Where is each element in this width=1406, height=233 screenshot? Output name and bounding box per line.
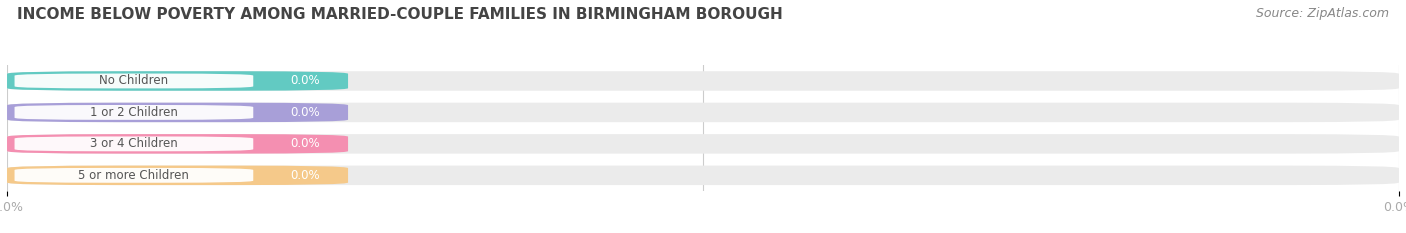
FancyBboxPatch shape [7, 103, 1399, 122]
FancyBboxPatch shape [7, 134, 1399, 154]
Text: INCOME BELOW POVERTY AMONG MARRIED-COUPLE FAMILIES IN BIRMINGHAM BOROUGH: INCOME BELOW POVERTY AMONG MARRIED-COUPL… [17, 7, 783, 22]
Text: 3 or 4 Children: 3 or 4 Children [90, 137, 177, 150]
FancyBboxPatch shape [7, 134, 349, 154]
FancyBboxPatch shape [7, 166, 349, 185]
Text: 1 or 2 Children: 1 or 2 Children [90, 106, 177, 119]
FancyBboxPatch shape [14, 105, 253, 120]
Text: Source: ZipAtlas.com: Source: ZipAtlas.com [1256, 7, 1389, 20]
Text: 0.0%: 0.0% [291, 137, 321, 150]
Text: 5 or more Children: 5 or more Children [79, 169, 190, 182]
Text: No Children: No Children [100, 75, 169, 87]
Text: 0.0%: 0.0% [291, 169, 321, 182]
Text: 0.0%: 0.0% [291, 75, 321, 87]
FancyBboxPatch shape [14, 137, 253, 151]
FancyBboxPatch shape [7, 166, 1399, 185]
FancyBboxPatch shape [14, 168, 253, 183]
FancyBboxPatch shape [7, 103, 349, 122]
FancyBboxPatch shape [7, 71, 349, 91]
FancyBboxPatch shape [7, 71, 1399, 91]
FancyBboxPatch shape [14, 74, 253, 88]
Text: 0.0%: 0.0% [291, 106, 321, 119]
